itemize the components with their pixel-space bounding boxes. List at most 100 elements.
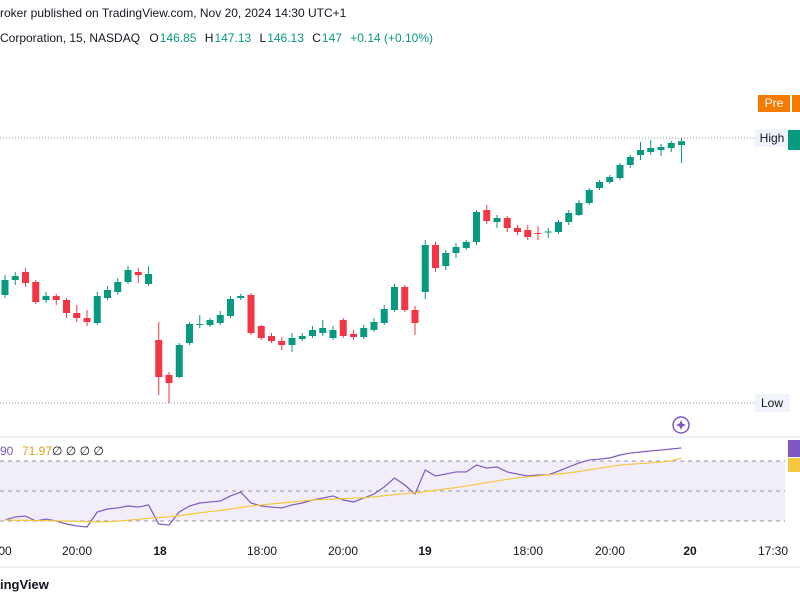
rsi-value-badge — [788, 440, 800, 457]
candle-body — [32, 282, 40, 302]
x-tick-label: 18 — [153, 544, 167, 558]
candle-body — [124, 270, 132, 282]
candle-body — [268, 336, 275, 341]
ohlc-value: 146.85 — [159, 31, 197, 45]
candle-body — [626, 157, 634, 165]
candle-body — [298, 336, 306, 339]
candle-body — [544, 231, 552, 233]
level-badge — [755, 129, 790, 147]
candle-body — [452, 247, 460, 253]
pre-badge-edge — [792, 95, 800, 112]
candle-body — [565, 213, 573, 222]
candle-body — [186, 324, 193, 343]
candle-body — [63, 300, 70, 313]
candle-body — [391, 287, 398, 310]
ma-value-badge — [788, 458, 800, 472]
candle-body — [22, 272, 29, 283]
candle-body — [1, 280, 9, 295]
candle-body — [278, 341, 286, 345]
candle-body — [483, 210, 491, 221]
rsi-line — [4, 457, 682, 523]
candle-body — [585, 190, 593, 203]
candle-body — [319, 328, 327, 333]
ohlc-value: 146.13 — [267, 31, 304, 45]
alert-icon — [672, 416, 690, 434]
rsi-legend: ∅ ∅ ∅ ∅ — [52, 444, 104, 458]
candle-body — [114, 282, 122, 292]
candle-body — [247, 295, 255, 333]
pre-badge — [758, 95, 790, 112]
candle-body — [93, 296, 101, 323]
candle-body — [370, 322, 378, 330]
published-note: roker published on TradingView.com, Nov … — [0, 6, 347, 20]
candle-body — [678, 141, 685, 145]
rsi-legend: 90 — [0, 444, 14, 458]
candle-body — [493, 218, 501, 222]
x-tick-label: 18:00 — [247, 544, 277, 558]
x-tick-label: 20:00 — [595, 544, 625, 558]
last-price-badge — [788, 130, 800, 150]
ohlc-value: 147 — [321, 31, 342, 45]
candle-body — [473, 212, 480, 242]
rsi-legend: 71.97 — [22, 444, 52, 458]
candle-body — [329, 330, 337, 338]
candle-body — [206, 320, 214, 325]
alert-icon-star — [676, 420, 686, 430]
candle-body — [657, 147, 665, 150]
candle-body — [175, 345, 183, 377]
candle-body — [421, 245, 429, 292]
candle-body — [257, 326, 265, 338]
candle-body — [534, 233, 542, 234]
candle-body — [514, 228, 521, 232]
ohlc-label: O — [149, 31, 159, 45]
x-tick-label: 20:00 — [328, 544, 358, 558]
candle-body — [288, 338, 296, 345]
candle-body — [596, 182, 603, 188]
symbol-legend: Corporation, 15, NASDAQ O146.85 H147.13 … — [0, 31, 438, 45]
level-label: Low — [761, 396, 783, 410]
ohlc-value: 147.13 — [214, 31, 252, 45]
candle-body — [667, 143, 675, 148]
candle-body — [442, 253, 450, 266]
candle-body — [145, 274, 152, 284]
candle-body — [432, 245, 439, 268]
candle-body — [83, 318, 91, 322]
candle-body — [155, 340, 163, 377]
brand: ingView — [0, 577, 49, 592]
x-tick-label: 20:00 — [62, 544, 92, 558]
candle-body — [216, 315, 224, 323]
change: +0.14 (+0.10%) — [350, 31, 434, 45]
candle-body — [411, 310, 419, 323]
candle-body — [309, 330, 316, 336]
level-label: High — [760, 131, 785, 145]
candle-body — [575, 203, 583, 215]
rsi-line — [4, 447, 682, 528]
candle-body — [350, 334, 357, 337]
candle-body — [42, 296, 50, 300]
candle-body — [462, 242, 470, 248]
candle-body — [606, 177, 614, 182]
ohlc-label: C — [312, 31, 321, 45]
candle-body — [647, 148, 655, 152]
pre-label: Pre — [765, 96, 784, 110]
candle-body — [11, 276, 19, 280]
candle-body — [380, 309, 388, 323]
candle-body — [52, 296, 60, 300]
candle-body — [555, 222, 562, 232]
x-tick-label: 17:30 — [758, 544, 788, 558]
candle-body — [503, 218, 511, 228]
candle-body — [73, 313, 81, 318]
symbol: Corporation, 15, NASDAQ — [0, 31, 141, 45]
ohlc-label: H — [204, 31, 214, 45]
x-tick-label: 20 — [683, 544, 697, 558]
level-badge — [755, 394, 790, 412]
x-tick-label: 00 — [0, 544, 12, 558]
candle-body — [401, 287, 409, 310]
candle-body — [196, 324, 204, 325]
candle-body — [237, 296, 245, 298]
candle-body — [339, 320, 347, 336]
candle-body — [165, 375, 173, 383]
